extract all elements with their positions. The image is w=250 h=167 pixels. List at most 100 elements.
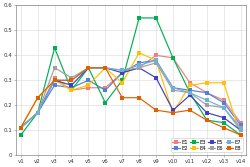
E4 xyxy=(70,89,73,91)
E8 xyxy=(36,97,39,99)
E6 xyxy=(104,67,107,69)
Line: E3: E3 xyxy=(19,16,242,137)
E1 xyxy=(104,87,107,89)
E7 xyxy=(172,87,174,89)
E2 xyxy=(53,84,56,86)
Line: E1: E1 xyxy=(19,54,242,129)
E5 xyxy=(154,77,158,79)
E4 xyxy=(138,52,141,54)
E8 xyxy=(239,134,242,136)
E7 xyxy=(70,79,73,81)
E4 xyxy=(121,82,124,84)
E2 xyxy=(87,79,90,81)
Line: E5: E5 xyxy=(19,66,242,132)
E2 xyxy=(121,72,124,74)
Legend: E1, E2, E3, E4, E5, E6, E7, E8: E1, E2, E3, E4, E5, E6, E7, E8 xyxy=(170,138,243,152)
E1 xyxy=(154,54,158,56)
E2 xyxy=(138,62,141,64)
E3 xyxy=(188,92,191,94)
E5 xyxy=(188,94,191,96)
E2 xyxy=(104,89,107,91)
E2 xyxy=(36,112,39,114)
E7 xyxy=(205,99,208,101)
E3 xyxy=(239,134,242,136)
E8 xyxy=(87,67,90,69)
E6 xyxy=(154,62,158,64)
E4 xyxy=(87,84,90,86)
E5 xyxy=(36,112,39,114)
E7 xyxy=(154,59,158,61)
E6 xyxy=(121,69,124,71)
E3 xyxy=(19,134,22,136)
E3 xyxy=(70,89,73,91)
E5 xyxy=(87,67,90,69)
E6 xyxy=(205,104,208,106)
E2 xyxy=(205,92,208,94)
E8 xyxy=(104,67,107,69)
E6 xyxy=(138,67,141,69)
E3 xyxy=(138,17,141,19)
E7 xyxy=(19,127,22,129)
E3 xyxy=(121,79,124,81)
E8 xyxy=(222,127,225,129)
E6 xyxy=(172,89,174,91)
E7 xyxy=(36,112,39,114)
E3 xyxy=(53,47,56,49)
E1 xyxy=(222,99,225,101)
E1 xyxy=(239,122,242,124)
E6 xyxy=(239,127,242,129)
E2 xyxy=(188,89,191,91)
Line: E6: E6 xyxy=(19,61,242,129)
Line: E4: E4 xyxy=(19,51,242,137)
E3 xyxy=(154,17,158,19)
E2 xyxy=(222,102,225,104)
E4 xyxy=(222,82,225,84)
E1 xyxy=(70,89,73,91)
E5 xyxy=(138,67,141,69)
E5 xyxy=(104,67,107,69)
E4 xyxy=(36,97,39,99)
E3 xyxy=(104,102,107,104)
E3 xyxy=(36,112,39,114)
E8 xyxy=(154,109,158,111)
Line: E7: E7 xyxy=(19,59,242,132)
E5 xyxy=(239,129,242,131)
E8 xyxy=(138,97,141,99)
E4 xyxy=(172,112,174,114)
E3 xyxy=(172,57,174,59)
E7 xyxy=(138,64,141,66)
E5 xyxy=(222,117,225,119)
E8 xyxy=(188,109,191,111)
E6 xyxy=(87,67,90,69)
E3 xyxy=(87,67,90,69)
E1 xyxy=(121,72,124,74)
E1 xyxy=(205,92,208,94)
Line: E8: E8 xyxy=(19,66,242,137)
E6 xyxy=(188,92,191,94)
E5 xyxy=(172,109,174,111)
E8 xyxy=(53,79,56,81)
E7 xyxy=(53,79,56,81)
E1 xyxy=(36,112,39,114)
E1 xyxy=(53,77,56,79)
Line: E2: E2 xyxy=(19,59,242,129)
E5 xyxy=(205,112,208,114)
E2 xyxy=(19,127,22,129)
E4 xyxy=(205,82,208,84)
E8 xyxy=(121,97,124,99)
E4 xyxy=(239,134,242,136)
E1 xyxy=(188,82,191,84)
E4 xyxy=(19,127,22,129)
E5 xyxy=(19,127,22,129)
E8 xyxy=(19,127,22,129)
E3 xyxy=(222,122,225,124)
E4 xyxy=(154,59,158,61)
E2 xyxy=(239,124,242,126)
E4 xyxy=(188,84,191,86)
E3 xyxy=(205,119,208,121)
E4 xyxy=(104,67,107,69)
E8 xyxy=(172,112,174,114)
E5 xyxy=(121,72,124,74)
E2 xyxy=(172,87,174,89)
E8 xyxy=(205,119,208,121)
